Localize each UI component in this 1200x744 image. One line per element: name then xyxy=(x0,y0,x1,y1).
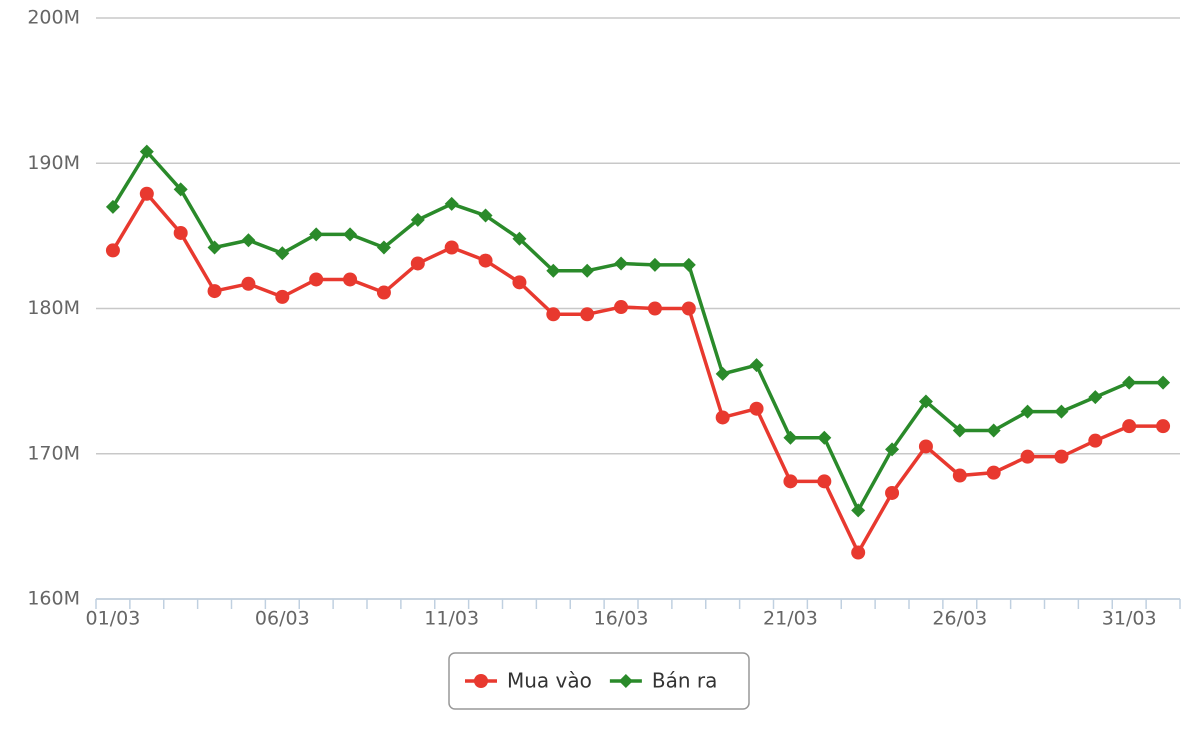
y-tick-label: 200M xyxy=(27,7,80,29)
y-tick-label: 160M xyxy=(27,588,80,610)
x-tick-label: 21/03 xyxy=(763,608,818,630)
data-point xyxy=(241,233,256,248)
data-point xyxy=(885,485,900,500)
data-point xyxy=(512,275,527,290)
data-point xyxy=(783,474,798,489)
data-point xyxy=(478,208,493,223)
data-point xyxy=(817,474,832,489)
data-point xyxy=(1122,419,1137,434)
data-point xyxy=(444,196,459,211)
data-point xyxy=(851,503,866,518)
data-point xyxy=(817,430,832,445)
data-point xyxy=(343,272,358,287)
legend-label: Mua vào xyxy=(507,669,592,693)
x-tick-label: 06/03 xyxy=(255,608,310,630)
data-point xyxy=(376,285,391,300)
x-tick-label: 01/03 xyxy=(86,608,141,630)
data-point xyxy=(614,256,629,271)
data-point xyxy=(1122,375,1137,390)
y-tick-label: 170M xyxy=(27,442,80,464)
series-line xyxy=(111,148,1164,515)
data-point xyxy=(478,253,493,268)
data-point xyxy=(647,257,662,272)
data-point xyxy=(715,366,730,381)
data-point xyxy=(647,301,662,316)
data-point xyxy=(410,212,425,227)
y-tick-label: 190M xyxy=(27,152,80,174)
data-point xyxy=(1020,404,1035,419)
x-tick-label: 16/03 xyxy=(594,608,649,630)
x-tick-label: 11/03 xyxy=(424,608,479,630)
data-point xyxy=(173,225,188,240)
data-point xyxy=(1088,390,1103,405)
data-point xyxy=(1054,449,1069,464)
y-tick-label: 180M xyxy=(27,297,80,319)
data-point xyxy=(885,442,900,457)
data-point xyxy=(275,246,290,261)
data-point xyxy=(952,423,967,438)
data-point xyxy=(614,300,629,315)
data-point xyxy=(309,227,324,242)
x-tick-label: 31/03 xyxy=(1102,608,1157,630)
data-point xyxy=(410,256,425,271)
data-point xyxy=(918,394,933,409)
data-point xyxy=(241,276,256,291)
legend-box xyxy=(448,652,750,710)
data-point xyxy=(1156,419,1171,434)
data-point xyxy=(952,468,967,483)
data-point xyxy=(1020,449,1035,464)
data-point xyxy=(580,263,595,278)
data-point xyxy=(749,358,764,373)
x-tick-label: 26/03 xyxy=(932,608,987,630)
data-point xyxy=(376,240,391,255)
data-point xyxy=(1156,375,1171,390)
data-point xyxy=(681,301,696,316)
data-point xyxy=(681,257,696,272)
data-point xyxy=(444,240,459,255)
data-point xyxy=(986,465,1001,480)
data-point xyxy=(546,263,561,278)
data-point xyxy=(275,289,290,304)
data-point xyxy=(918,439,933,454)
data-point xyxy=(105,199,120,214)
data-point xyxy=(512,231,527,246)
legend-marker xyxy=(474,674,488,688)
data-point xyxy=(1088,433,1103,448)
legend-label: Bán ra xyxy=(652,669,718,693)
legend-marker xyxy=(618,674,633,688)
data-point xyxy=(207,240,222,255)
legend: Mua vào Bán ra xyxy=(448,652,750,710)
data-point xyxy=(207,284,222,299)
data-point xyxy=(749,401,764,416)
data-point xyxy=(580,307,595,322)
data-point xyxy=(546,307,561,322)
data-point xyxy=(309,272,324,287)
data-point xyxy=(105,243,120,258)
data-point xyxy=(1054,404,1069,419)
data-point xyxy=(343,227,358,242)
data-point xyxy=(173,182,188,197)
data-point xyxy=(139,144,154,159)
data-point xyxy=(715,410,730,425)
data-point xyxy=(783,430,798,445)
data-point xyxy=(851,545,866,560)
data-point xyxy=(139,186,154,201)
data-point xyxy=(986,423,1001,438)
